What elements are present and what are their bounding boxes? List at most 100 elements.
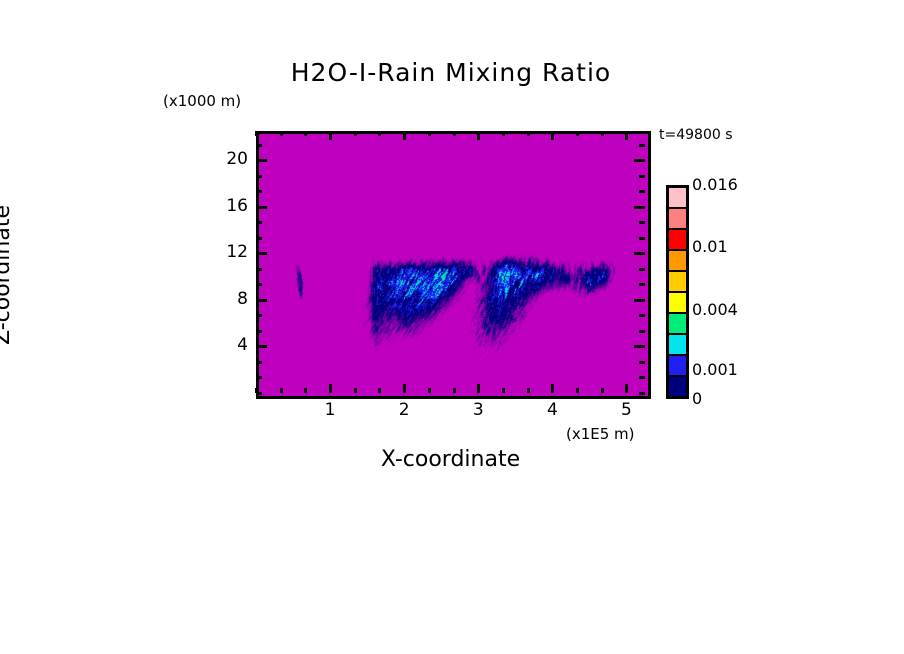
- y-minor-tick: [256, 174, 262, 178]
- colorbar-band: [669, 270, 686, 291]
- x-minor-tick: [600, 388, 604, 393]
- y-minor-tick-right: [639, 329, 645, 333]
- y-minor-tick-right: [639, 174, 645, 178]
- x-minor-tick: [279, 388, 283, 393]
- colorbar-band: [669, 249, 686, 270]
- y-major-tick-right: [634, 252, 645, 256]
- x-minor-tick: [353, 388, 357, 393]
- colorbar-band: [669, 333, 686, 354]
- colorbar-band: [669, 312, 686, 333]
- x-tick-label: 1: [324, 400, 336, 420]
- x-minor-tick: [304, 388, 308, 393]
- y-tick-label: 20: [226, 149, 248, 170]
- y-minor-tick: [256, 283, 262, 287]
- x-minor-tick-top: [255, 131, 258, 136]
- x-minor-tick-top: [501, 131, 505, 136]
- y-major-tick-right: [634, 205, 645, 209]
- y-minor-tick-right: [639, 143, 645, 147]
- y-minor-tick: [256, 267, 262, 271]
- heatmap-field: [259, 134, 648, 396]
- y-major-tick-right: [634, 298, 645, 302]
- colorbar-tick-label: 0.004: [692, 299, 738, 319]
- x-tick-label: 2: [398, 400, 410, 420]
- y-tick-label: 16: [226, 195, 248, 216]
- colorbar-tick-label: 0.01: [692, 237, 728, 257]
- x-minor-tick: [427, 388, 431, 393]
- x-axis-unit-label: (x1E5 m): [566, 425, 635, 443]
- x-minor-tick: [255, 388, 258, 393]
- x-major-tick: [403, 384, 407, 393]
- x-minor-tick-top: [600, 131, 604, 136]
- x-minor-tick: [378, 388, 382, 393]
- x-tick-label: 3: [472, 400, 484, 420]
- x-minor-tick: [526, 388, 530, 393]
- y-minor-tick-right: [639, 283, 645, 287]
- y-tick-label: 8: [237, 288, 248, 309]
- x-tick-label: 4: [546, 400, 558, 420]
- y-minor-tick-right: [639, 392, 645, 395]
- y-major-tick: [256, 345, 267, 349]
- x-major-tick-top: [329, 131, 333, 140]
- y-major-tick: [256, 205, 267, 209]
- x-tick-label: 5: [621, 400, 632, 420]
- y-minor-tick: [256, 360, 262, 364]
- x-major-tick: [625, 384, 629, 393]
- y-minor-tick: [256, 236, 262, 240]
- y-minor-tick: [256, 376, 262, 380]
- colorbar-tick-label: 0.001: [692, 360, 738, 380]
- x-minor-tick-top: [378, 131, 382, 136]
- x-minor-tick-top: [452, 131, 456, 136]
- y-minor-tick-right: [639, 190, 645, 194]
- y-major-tick-right: [634, 345, 645, 349]
- y-minor-tick: [256, 314, 262, 318]
- y-minor-tick-right: [639, 221, 645, 225]
- x-minor-tick-top: [353, 131, 357, 136]
- x-minor-tick: [501, 388, 505, 393]
- y-minor-tick: [256, 329, 262, 333]
- x-minor-tick: [452, 388, 456, 393]
- y-minor-tick: [256, 143, 262, 147]
- timestamp-label: t=49800 s: [659, 127, 733, 143]
- colorbar: [666, 185, 689, 399]
- y-minor-tick: [256, 392, 262, 395]
- colorbar-band: [669, 188, 686, 207]
- colorbar-band: [669, 228, 686, 249]
- colorbar-tick-label: 0: [692, 389, 703, 408]
- x-major-tick-top: [477, 131, 481, 140]
- x-major-tick-top: [403, 131, 407, 140]
- x-major-tick-top: [625, 131, 629, 140]
- x-axis-title: X-coordinate: [380, 447, 521, 472]
- colorbar-band: [669, 291, 686, 312]
- colorbar-band: [669, 207, 686, 228]
- colorbar-band: [669, 354, 686, 375]
- y-minor-tick-right: [639, 376, 645, 380]
- y-major-tick: [256, 298, 267, 302]
- y-major-tick-right: [634, 159, 645, 163]
- x-minor-tick-top: [427, 131, 431, 136]
- colorbar-band: [669, 375, 686, 396]
- y-minor-tick: [256, 190, 262, 194]
- y-major-tick: [256, 159, 267, 163]
- y-minor-tick-right: [639, 360, 645, 364]
- colorbar-tick-label: 0.016: [692, 175, 738, 194]
- plot-area: [256, 131, 651, 399]
- y-minor-tick-right: [639, 314, 645, 318]
- y-minor-tick: [256, 221, 262, 225]
- y-axis-title: Z-coordinate: [0, 205, 15, 345]
- x-major-tick-top: [551, 131, 555, 140]
- y-tick-label: 12: [226, 242, 248, 263]
- y-tick-label: 4: [237, 335, 248, 356]
- x-minor-tick-top: [526, 131, 530, 136]
- y-axis-unit-label: (x1000 m): [163, 92, 242, 110]
- y-minor-tick-right: [639, 267, 645, 271]
- x-minor-tick: [576, 388, 580, 393]
- x-major-tick: [329, 384, 333, 393]
- x-major-tick: [477, 384, 481, 393]
- y-minor-tick-right: [639, 236, 645, 240]
- page-title: H2O-I-Rain Mixing Ratio: [290, 58, 612, 87]
- y-major-tick: [256, 252, 267, 256]
- x-minor-tick-top: [279, 131, 283, 136]
- x-minor-tick-top: [576, 131, 580, 136]
- x-minor-tick-top: [304, 131, 308, 136]
